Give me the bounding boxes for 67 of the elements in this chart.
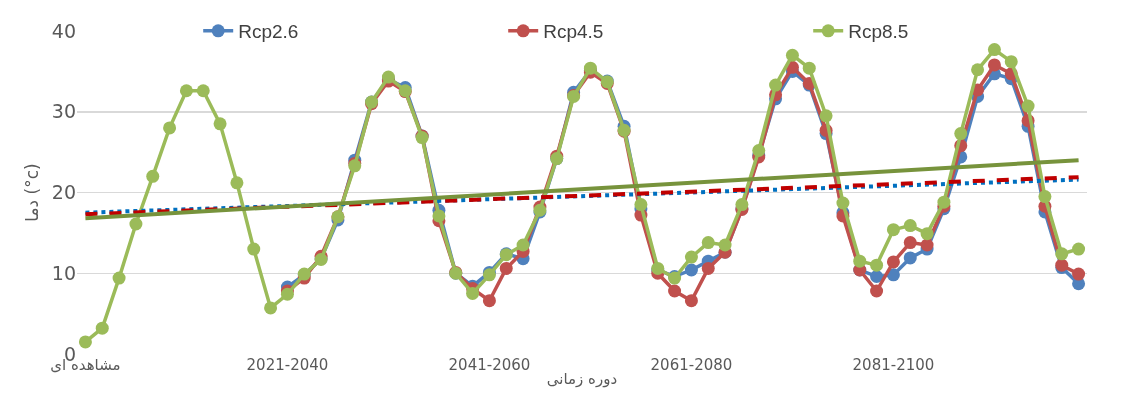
point — [752, 144, 766, 157]
x-tick-label: 2021-2040 — [246, 356, 329, 374]
y-tick-label: 30 — [51, 100, 76, 123]
point — [684, 263, 698, 277]
point — [247, 242, 261, 256]
point — [769, 78, 783, 92]
point — [971, 63, 985, 77]
point — [1072, 242, 1086, 256]
point — [466, 286, 480, 300]
point — [146, 169, 160, 183]
point — [836, 196, 850, 210]
x-tick-label: 2061-2080 — [650, 356, 733, 374]
point — [701, 236, 715, 250]
point — [196, 84, 210, 98]
point — [684, 250, 698, 264]
point — [870, 284, 884, 298]
y-tick-label: 20 — [51, 181, 76, 204]
point — [870, 269, 884, 283]
point — [516, 238, 530, 252]
point — [886, 255, 900, 269]
point — [499, 261, 513, 275]
x-axis-title: دوره زمانی — [546, 370, 618, 388]
point — [853, 254, 867, 268]
point — [668, 284, 682, 298]
point — [1038, 190, 1052, 204]
point — [735, 198, 749, 212]
point — [903, 251, 917, 265]
point — [129, 217, 143, 231]
point — [1072, 267, 1086, 281]
point — [179, 84, 193, 98]
y-tick-label: 10 — [51, 261, 76, 284]
point — [1021, 99, 1035, 113]
point — [95, 321, 109, 335]
point — [819, 109, 833, 123]
y-tick-label: 40 — [51, 19, 76, 42]
point — [230, 176, 244, 190]
point — [785, 48, 799, 62]
point — [903, 219, 917, 233]
point — [78, 335, 92, 349]
point — [886, 223, 900, 237]
point — [954, 127, 968, 141]
point — [432, 209, 446, 223]
point — [1055, 247, 1069, 261]
point — [634, 198, 648, 212]
point — [213, 117, 227, 131]
point — [718, 238, 732, 252]
point — [163, 121, 177, 135]
point — [802, 61, 816, 75]
point — [1004, 55, 1018, 69]
legend-label: Rcp8.5 — [848, 21, 909, 43]
y-axis-title: دما (°c) — [22, 163, 43, 222]
point — [870, 258, 884, 272]
point — [684, 294, 698, 308]
point — [920, 227, 934, 241]
point — [701, 261, 715, 275]
x-tick-label: 2041-2060 — [448, 356, 531, 374]
point — [903, 236, 917, 250]
point — [482, 294, 496, 308]
x-tick-label: 2081-2100 — [852, 356, 935, 374]
legend-label: Rcp4.5 — [543, 21, 604, 43]
point — [937, 195, 951, 209]
point — [264, 301, 278, 315]
point — [987, 58, 1001, 72]
point — [886, 268, 900, 282]
legend-label: Rcp2.6 — [238, 21, 299, 43]
point — [112, 271, 126, 285]
point — [987, 43, 1001, 57]
